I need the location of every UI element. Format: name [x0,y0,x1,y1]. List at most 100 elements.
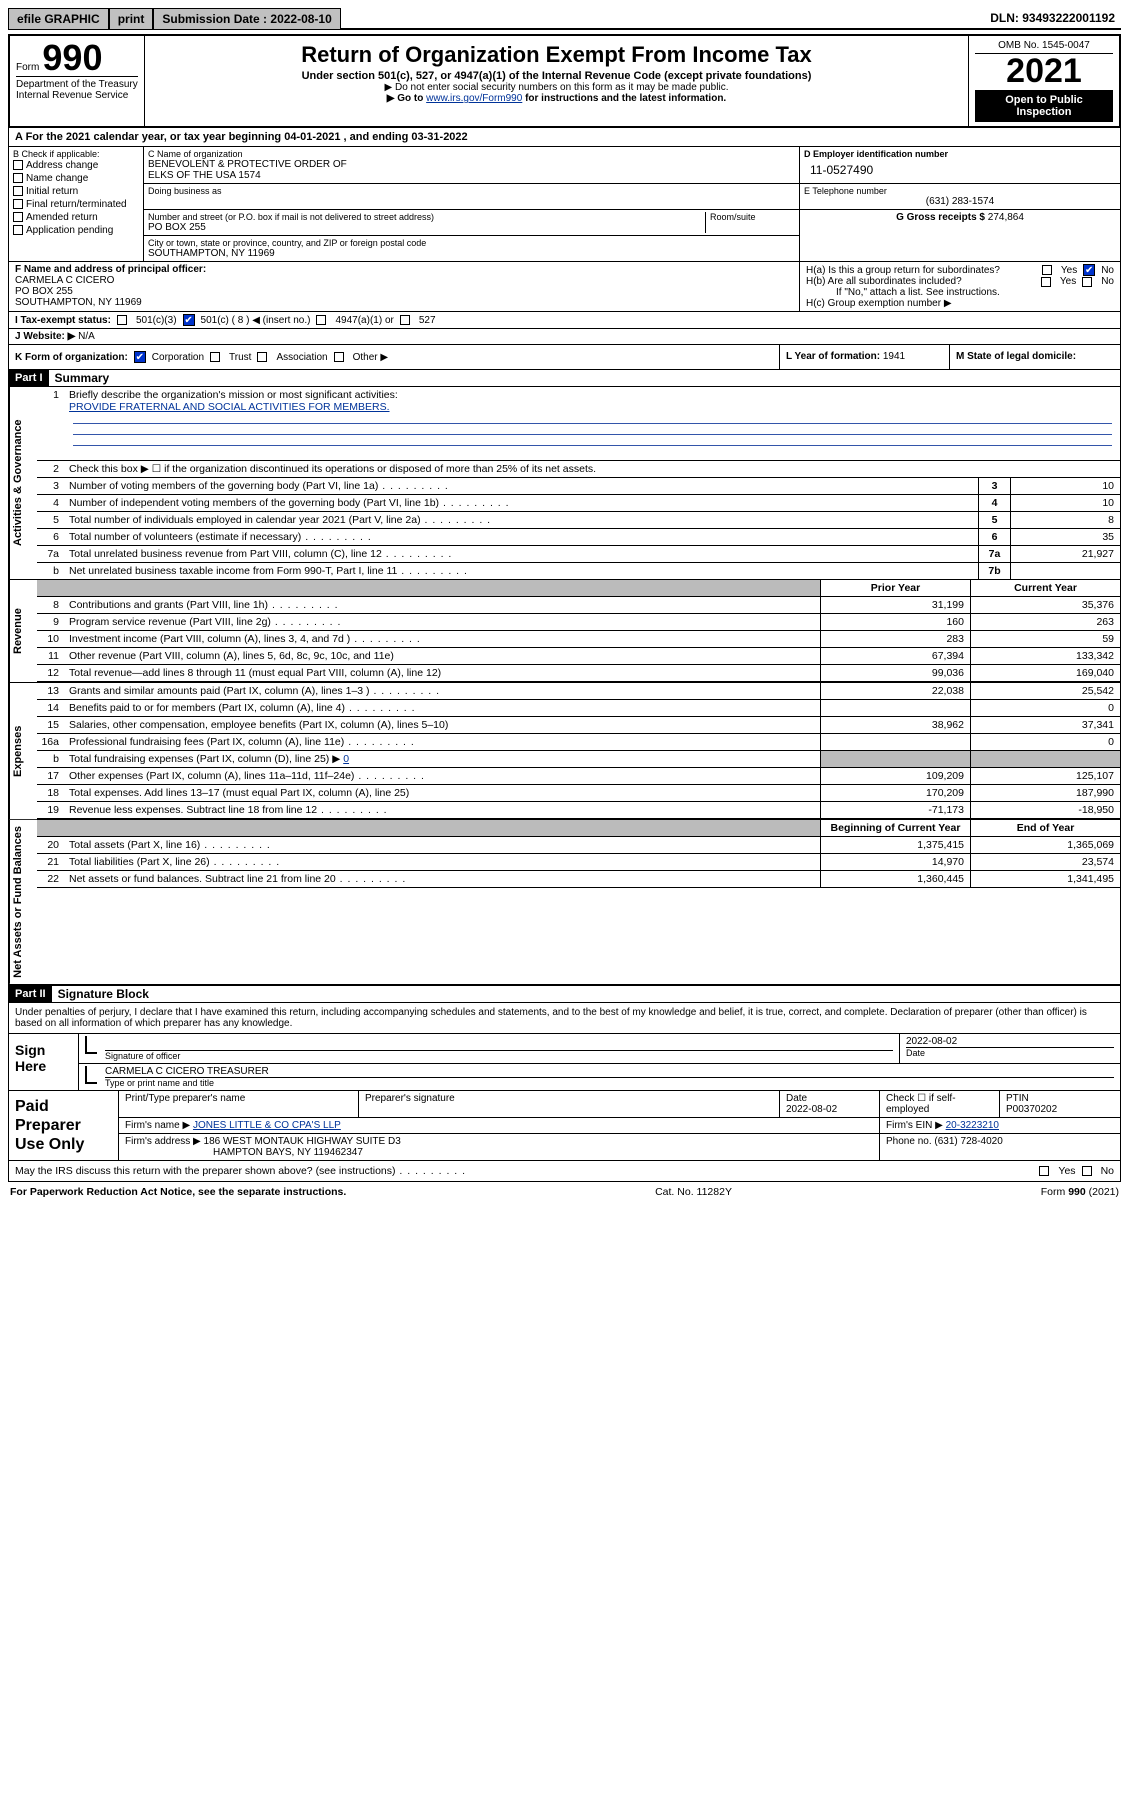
line-18-prior: 170,209 [820,785,970,801]
org-address: PO BOX 255 [148,222,705,233]
form-title-cell: Return of Organization Exempt From Incom… [145,36,969,126]
submission-date: Submission Date : 2022-08-10 [153,8,340,30]
part2-title: Signature Block [58,987,149,1001]
line-6-text: Total number of volunteers (estimate if … [65,529,978,545]
line-7b: bNet unrelated business taxable income f… [37,563,1120,579]
line-16b: b Total fundraising expenses (Part IX, c… [37,751,1120,768]
catalog-number: Cat. No. 11282Y [655,1186,732,1198]
chk-final-return: Final return/terminated [13,198,139,211]
k-form-org: K Form of organization: ✔ Corporation Tru… [9,345,780,369]
k-label: K Form of organization: [15,352,128,363]
m-state-domicile: M State of legal domicile: [950,345,1120,369]
line-6-value: 35 [1010,529,1120,545]
line-16b-value-link[interactable]: 0 [343,753,349,765]
line-8-text: Contributions and grants (Part VIII, lin… [65,597,820,613]
h-b-yes: Yes [1060,276,1076,287]
form-note-ssn: ▶ Do not enter social security numbers o… [151,82,962,93]
col-c: C Name of organization BENEVOLENT & PROT… [144,147,800,262]
sign-here-label: Sign Here [9,1034,79,1090]
k-corp-checked-icon: ✔ [134,351,146,363]
line-13-text: Grants and similar amounts paid (Part IX… [65,683,820,699]
h-a-label: H(a) Is this a group return for subordin… [806,265,1036,276]
line-14-prior [820,700,970,716]
name-caret-icon [85,1066,97,1084]
chk-app-pending: Application pending [13,224,139,237]
irs-form990-link[interactable]: www.irs.gov/Form990 [426,93,522,104]
goto-post: for instructions and the latest informat… [525,93,726,104]
ein-value: 11-0527490 [804,159,1116,181]
irs-discuss-text: May the IRS discuss this return with the… [15,1165,1033,1177]
dln-label: DLN: [990,11,1019,25]
line-15: 15Salaries, other compensation, employee… [37,717,1120,734]
block-fh: F Name and address of principal officer:… [8,262,1121,312]
part2-header-bar: Part II Signature Block [8,985,1121,1003]
open-to-public-badge: Open to Public Inspection [975,90,1113,122]
tel-value: (631) 283-1574 [804,196,1116,207]
line-10-text: Investment income (Part VIII, column (A)… [65,631,820,647]
section-net-assets: Net Assets or Fund Balances Beginning of… [8,820,1121,985]
m-label: M State of legal domicile: [956,351,1076,362]
line-14: 14Benefits paid to or for members (Part … [37,700,1120,717]
prep-h-date: Date [786,1093,807,1104]
firm-phone-value: (631) 728-4020 [934,1136,1002,1147]
k-assoc: Association [276,352,327,363]
line-19-prior: -71,173 [820,802,970,818]
submission-date-label: Submission Date : [162,12,267,26]
ein-label: D Employer identification number [804,149,1116,159]
row-i-tax-status: I Tax-exempt status: 501(c)(3) ✔501(c) (… [9,312,1120,329]
officer-name: CARMELA C CICERO [15,275,114,286]
line-11-current: 133,342 [970,648,1120,664]
dln-value: 93493222001192 [1022,11,1115,25]
k-trust: Trust [229,352,251,363]
line-21-current: 23,574 [970,854,1120,870]
line-6: 6Total number of volunteers (estimate if… [37,529,1120,546]
d-ein: D Employer identification number 11-0527… [800,147,1120,184]
mission-text-link[interactable]: PROVIDE FRATERNAL AND SOCIAL ACTIVITIES … [69,401,390,413]
form-header: Form 990 Department of the Treasury Inte… [8,34,1121,128]
paid-preparer-label: Paid Preparer Use Only [9,1091,119,1161]
line-22: 22Net assets or fund balances. Subtract … [37,871,1120,888]
j-value: N/A [78,331,95,342]
efile-graphic-button[interactable]: efile GRAPHIC [8,8,109,30]
line-3-text: Number of voting members of the governin… [65,478,978,494]
line-7b-text: Net unrelated business taxable income fr… [65,563,978,579]
h-a-no-checked-icon: ✔ [1083,264,1095,276]
line-1: 1 Briefly describe the organization's mi… [37,387,1120,461]
line-11-text: Other revenue (Part VIII, column (A), li… [65,648,820,664]
form-number: 990 [42,37,102,78]
line-21-text: Total liabilities (Part X, line 26) [65,854,820,870]
line-16a: 16aProfessional fundraising fees (Part I… [37,734,1120,751]
i-501c: 501(c) ( 8 ) ◀ (insert no.) [201,315,311,326]
line-13-prior: 22,038 [820,683,970,699]
form-subtitle: Under section 501(c), 527, or 4947(a)(1)… [151,70,962,82]
f-officer: F Name and address of principal officer:… [9,262,800,312]
officer-name-title: CARMELA C CICERO TREASURER [105,1066,1114,1077]
print-button[interactable]: print [109,8,154,30]
form-title: Return of Organization Exempt From Incom… [151,42,962,68]
line-7a-text: Total unrelated business revenue from Pa… [65,546,978,562]
line-21: 21Total liabilities (Part X, line 26) 14… [37,854,1120,871]
firm-ein-label: Firm's EIN ▶ [886,1120,943,1131]
c-name: C Name of organization BENEVOLENT & PROT… [144,147,799,184]
l-value: 1941 [883,351,905,362]
officer-addr1: PO BOX 255 [15,286,73,297]
line-12: 12Total revenue—add lines 8 through 11 (… [37,665,1120,682]
line-19-text: Revenue less expenses. Subtract line 18 … [65,802,820,818]
line-22-text: Net assets or fund balances. Subtract li… [65,871,820,887]
line-20-current: 1,365,069 [970,837,1120,853]
line-15-text: Salaries, other compensation, employee b… [65,717,820,733]
paid-preparer-block: Paid Preparer Use Only Print/Type prepar… [8,1091,1121,1162]
k-corp: Corporation [152,352,204,363]
col-deg: D Employer identification number 11-0527… [800,147,1120,262]
block-ij: I Tax-exempt status: 501(c)(3) ✔501(c) (… [8,312,1121,329]
efile-top-bar: efile GRAPHIC print Submission Date : 20… [8,8,1121,30]
firm-ein-link[interactable]: 20-3223210 [946,1120,999,1131]
c-city-label: City or town, state or province, country… [148,238,795,248]
current-year-header: Current Year [970,580,1120,596]
prep-h-ptin: PTIN [1006,1093,1029,1104]
submission-date-value: 2022-08-10 [270,12,331,26]
c-addr-label: Number and street (or P.O. box if mail i… [148,212,705,222]
firm-name-link[interactable]: JONES LITTLE & CO CPA'S LLP [193,1120,341,1131]
row-a-mid: , and ending [344,131,412,143]
h-a-yes: Yes [1061,265,1077,276]
